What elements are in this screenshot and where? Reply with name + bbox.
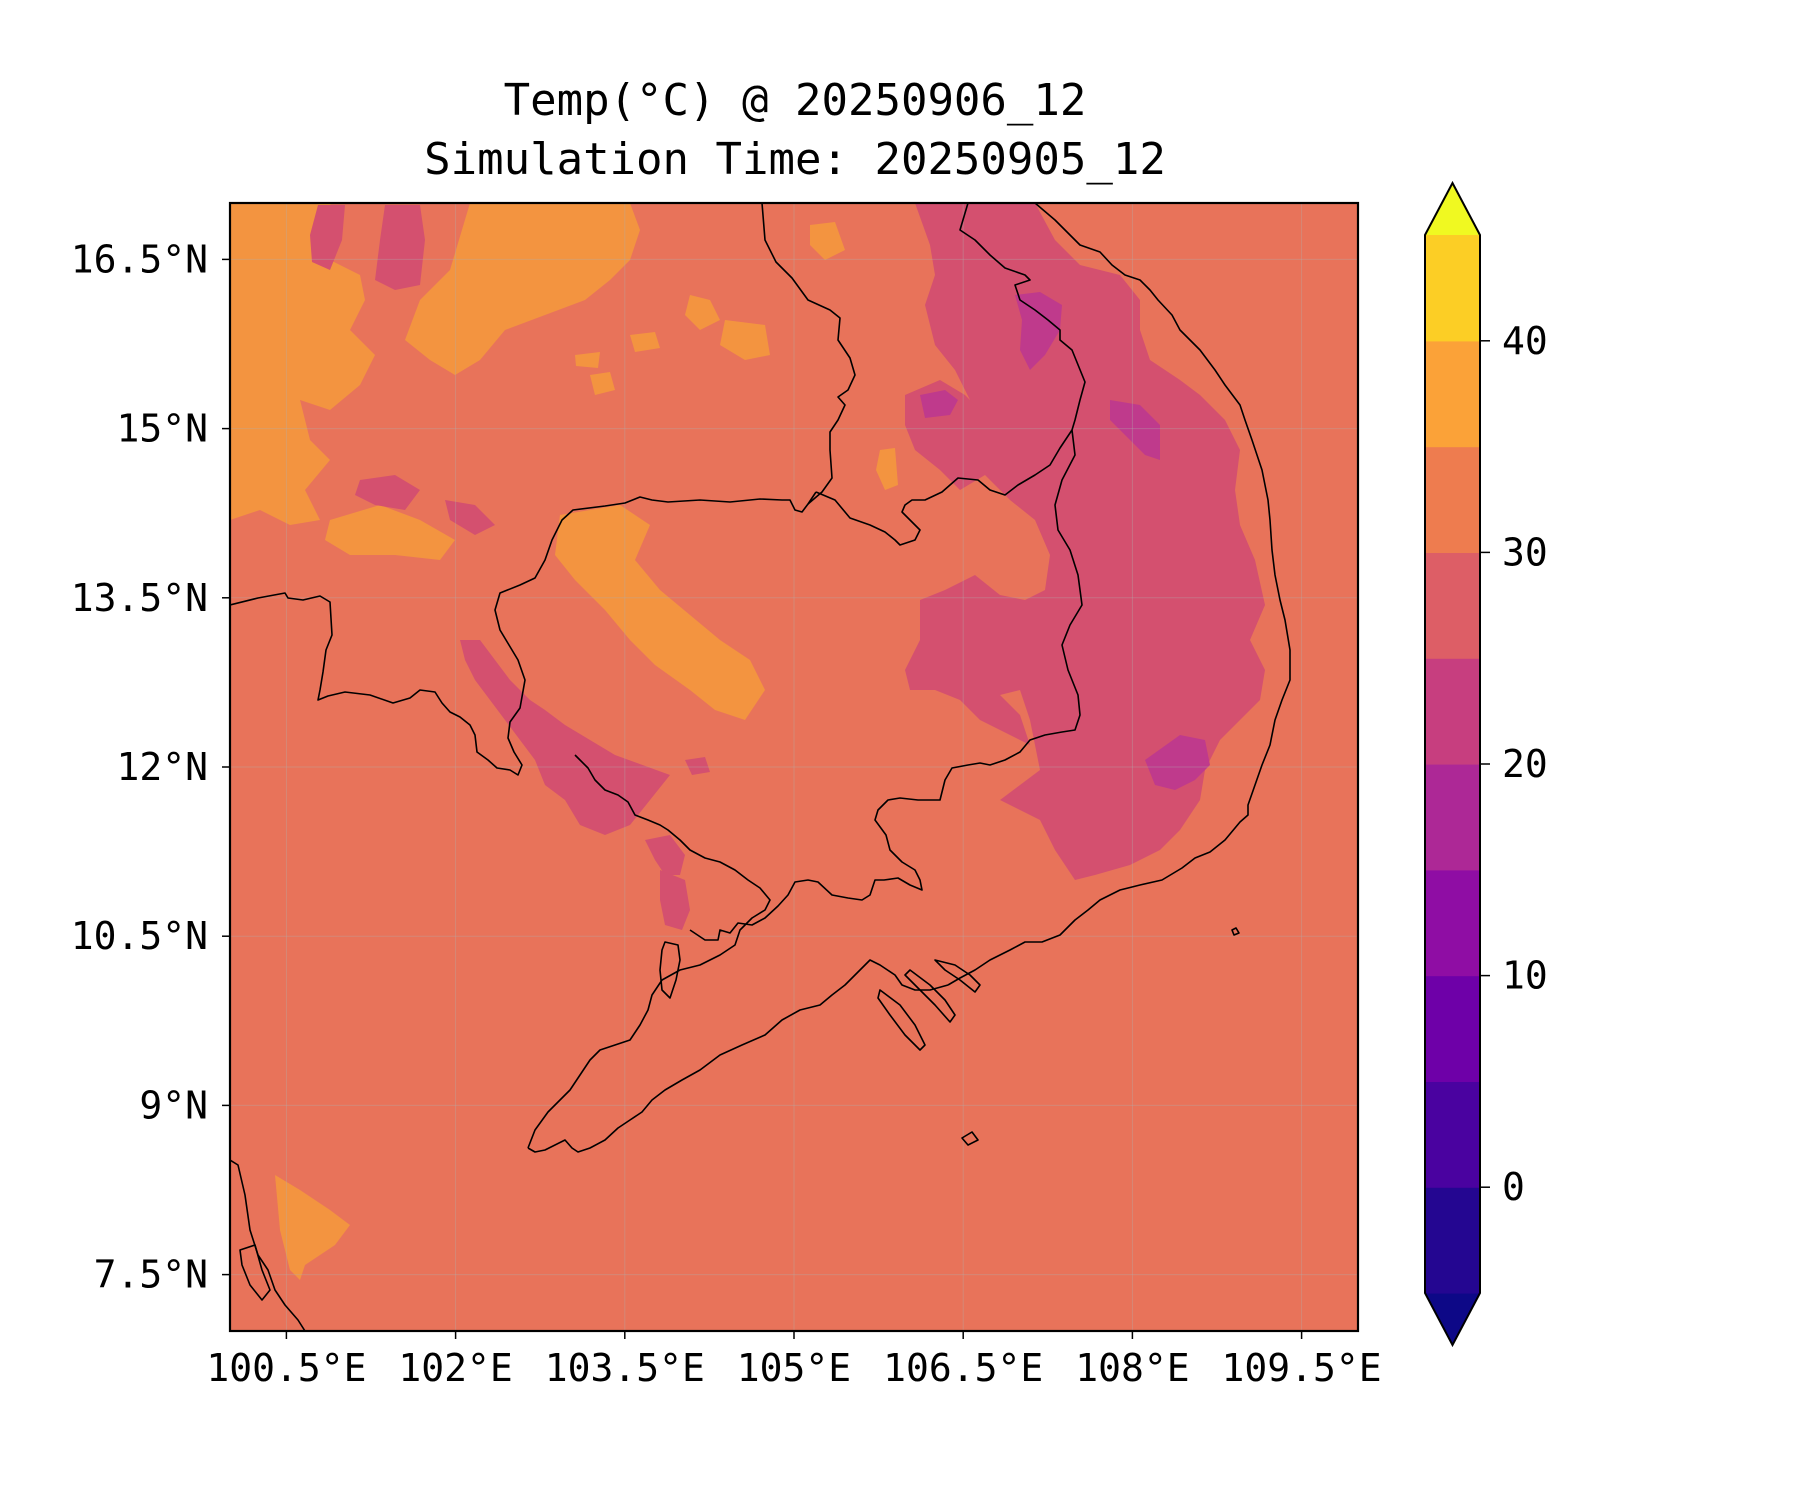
temperature-regions-20-25 [310,203,1265,930]
colorbar-tick-label: 40 [1502,319,1548,363]
laos-cambodia-border [815,429,1073,546]
cool-region-small [685,757,710,775]
y-tick-label: 9°N [139,1083,208,1127]
colorbar-tick-label: 20 [1502,742,1548,786]
colorbar-band [1425,1187,1480,1294]
warm-region-northcentral [405,203,640,375]
map-area [230,203,1358,1331]
colorbar-band [1425,869,1480,977]
warm-patch-4 [876,448,898,490]
island-3 [239,1244,271,1301]
mekong-channel-2 [904,969,956,1023]
warm-patch-7 [575,352,600,368]
cool-region-north-4 [445,500,495,535]
warm-patch-3 [810,222,845,260]
cold-region-4 [1145,735,1210,790]
cool-region-north-3 [355,475,420,510]
mekong-delta-coast [527,959,949,1153]
cool-region-south-coast [660,870,690,930]
x-tick-label: 106.5°E [883,1346,1043,1390]
y-axis: 16.5°N 15°N 13.5°N 12°N 10.5°N 9°N 7.5°N [71,237,230,1297]
vietnam-laos-border-north [959,203,1086,431]
temperature-regions-30-35 [230,203,898,1280]
cool-region-cambodia-west [460,640,670,835]
warm-region-south [275,1175,350,1280]
phuquoc-island [659,941,681,999]
warm-patch-1 [685,295,720,330]
warm-region-northwest [230,203,375,525]
cool-region-cardamom [645,835,685,875]
warm-patch-6 [630,332,660,352]
colorbar-band [1425,340,1480,448]
warm-patch-5 [590,372,615,395]
island-2 [1231,927,1240,936]
x-tick-label: 102°E [398,1346,512,1390]
chart-subtitle: Simulation Time: 20250905_12 [424,134,1166,185]
vietnam-coast [947,203,1291,986]
warm-patch-2 [720,320,770,360]
warm-region-band-west [325,505,455,560]
thailand-border-west [230,491,817,776]
colorbar-extend-min [1425,1293,1480,1345]
temperature-regions-15-20 [920,292,1210,790]
colorbar-band [1425,446,1480,553]
coastlines-and-borders [230,203,1291,1331]
colorbar-tick-label: 0 [1502,1165,1525,1209]
gulf-of-thailand-coast [527,754,771,1149]
mekong-channel-1 [877,989,926,1051]
island-1 [961,1131,979,1146]
cool-region-north-2 [375,205,425,290]
cool-region-vietnam [905,203,1265,880]
cold-region-1 [920,390,958,418]
chart-title: Temp(°C) @ 20250906_12 [503,75,1087,126]
y-tick-label: 10.5°N [71,914,208,958]
y-tick-label: 15°N [116,407,208,451]
colorbar-outline [1424,180,1481,1348]
colorbar-band [1425,235,1480,342]
x-tick-label: 103.5°E [545,1346,705,1390]
x-axis: 100.5°E 102°E 103.5°E 105°E 106.5°E 108°E 109.… [206,1331,1382,1390]
southern-thailand-coast [230,1159,306,1331]
colorbar-band [1425,658,1480,765]
colorbar: 0 10 20 30 40 [1424,180,1548,1348]
mekong-laos-thailand [761,203,856,505]
mekong-channel-3 [934,959,981,993]
colorbar-band [1425,764,1480,871]
warm-region-laos-cambodia [555,505,765,720]
cambodia-vietnam-border [689,429,1083,941]
x-tick-label: 105°E [737,1346,851,1390]
colorbar-extend-max [1425,183,1480,235]
cold-region-2 [1015,292,1062,370]
cold-region-3 [1110,400,1160,460]
colorbar-tick-label: 10 [1502,954,1548,998]
x-tick-label: 109.5°E [1222,1346,1382,1390]
colorbar-band [1425,1081,1480,1188]
x-tick-label: 108°E [1075,1346,1189,1390]
map-gridlines [230,203,1358,1331]
y-tick-label: 16.5°N [71,237,208,281]
colorbar-band [1425,552,1480,659]
cool-region-north-1 [310,205,345,270]
y-tick-label: 7.5°N [94,1253,208,1297]
colorbar-tick-label: 30 [1502,530,1548,574]
y-tick-label: 12°N [116,745,208,789]
x-tick-label: 100.5°E [206,1346,366,1390]
colorbar-band [1425,975,1480,1082]
y-tick-label: 13.5°N [71,576,208,620]
